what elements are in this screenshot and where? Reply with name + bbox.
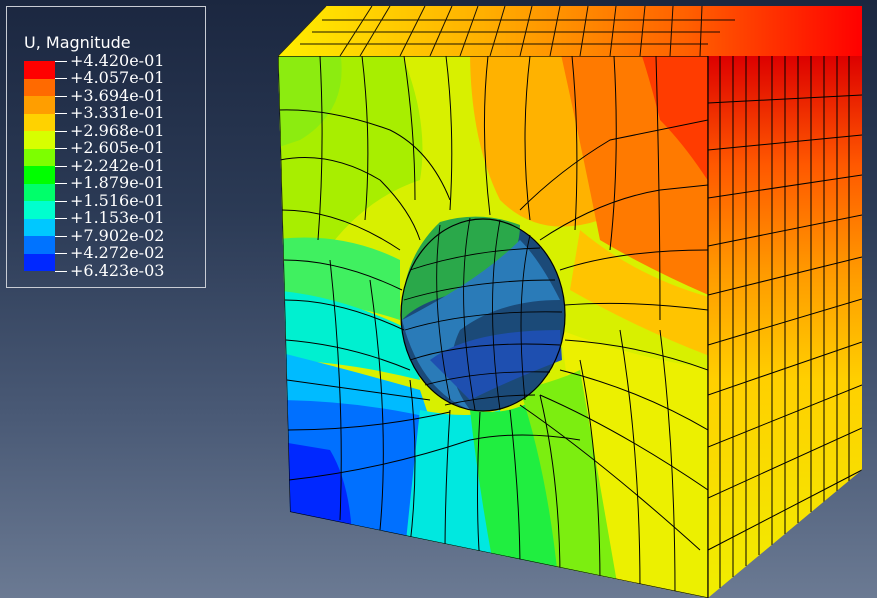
- legend-tick: [55, 166, 67, 167]
- legend-tick: [55, 253, 67, 254]
- legend-label: +1.153e-01: [70, 208, 165, 227]
- legend-swatch: [24, 148, 55, 166]
- legend-label: +3.331e-01: [70, 103, 165, 122]
- legend-title: U, Magnitude: [24, 33, 131, 52]
- legend-swatch: [24, 218, 55, 236]
- legend-tick: [55, 96, 67, 97]
- legend-tick: [55, 183, 67, 184]
- legend-tick: [55, 61, 67, 62]
- legend-tick: [55, 271, 67, 272]
- legend-label: +4.272e-02: [70, 243, 165, 262]
- legend-swatch: [24, 131, 55, 149]
- legend-label: +4.057e-01: [70, 68, 165, 87]
- legend-swatch: [24, 96, 55, 114]
- legend-tick: [55, 236, 67, 237]
- legend-label: +2.605e-01: [70, 138, 165, 157]
- legend-swatch: [24, 113, 55, 131]
- legend-tick: [55, 78, 67, 79]
- legend-label: +2.968e-01: [70, 121, 165, 140]
- legend-panel: U, Magnitude +4.420e-01 +4.057e-01 +3.69…: [6, 6, 206, 288]
- legend-swatch: [24, 183, 55, 201]
- legend-tick: [55, 113, 67, 114]
- cube-side-face: [708, 56, 862, 598]
- legend-label: +3.694e-01: [70, 86, 165, 105]
- legend-label: +6.423e-03: [70, 261, 165, 280]
- legend-tick: [55, 131, 67, 132]
- cube-top-face: [278, 6, 862, 56]
- legend-tick: [55, 218, 67, 219]
- legend-swatch: [24, 253, 55, 271]
- legend-swatch: [24, 61, 55, 79]
- legend-swatch: [24, 166, 55, 184]
- legend-color-bar: [24, 61, 55, 271]
- legend-tick: [55, 201, 67, 202]
- legend-swatch: [24, 236, 55, 254]
- legend-label: +2.242e-01: [70, 156, 165, 175]
- cube-front-face: [278, 56, 708, 598]
- legend-swatch: [24, 78, 55, 96]
- legend-label: +7.902e-02: [70, 226, 165, 245]
- legend-label: +4.420e-01: [70, 51, 165, 70]
- legend-tick: [55, 148, 67, 149]
- legend-label: +1.879e-01: [70, 173, 165, 192]
- legend-swatch: [24, 201, 55, 219]
- legend-label: +1.516e-01: [70, 191, 165, 210]
